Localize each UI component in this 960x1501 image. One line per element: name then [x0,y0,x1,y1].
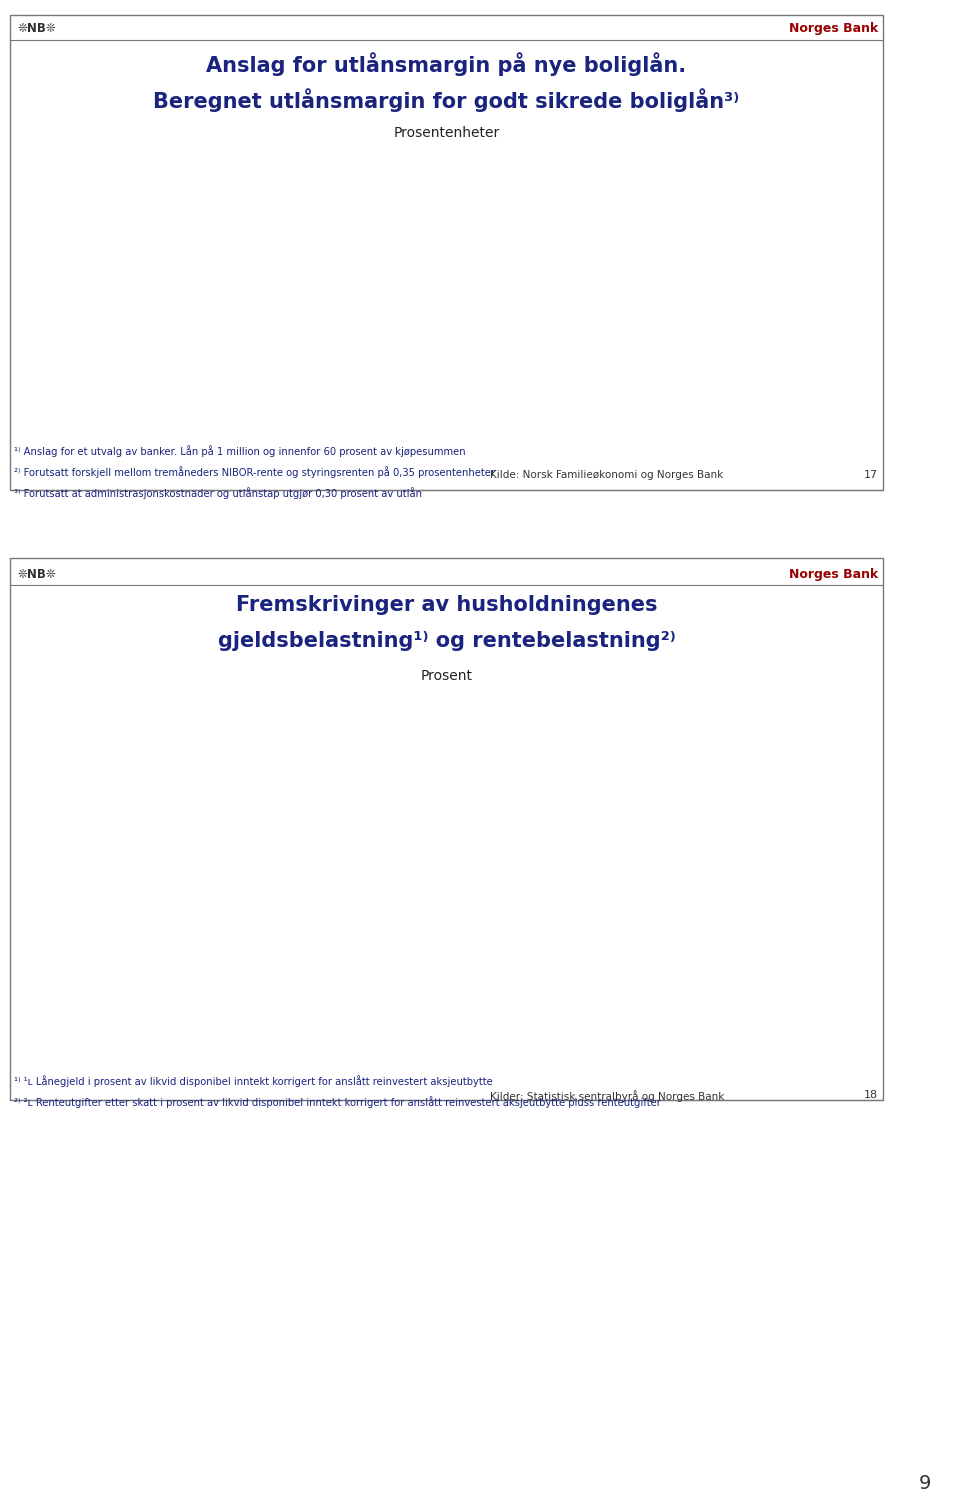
Text: 17: 17 [864,470,878,480]
Text: Rentebelastning,
venstre akse: Rentebelastning, venstre akse [145,708,252,737]
Text: Kilde: Norsk Familiеøkonomi og Norges Bank: Kilde: Norsk Familiеøkonomi og Norges Ba… [491,470,723,480]
Text: gjeldsbelastning¹⁾ og rentebelastning²⁾: gjeldsbelastning¹⁾ og rentebelastning²⁾ [218,630,675,651]
Text: Prosentenheter: Prosentenheter [394,126,499,140]
Bar [304,206,381,353]
Bar [612,353,647,360]
Text: ❊NB❊: ❊NB❊ [17,567,56,581]
Text: ¹⁾ ¹ʟ Lånegjeld i prosent av likvid disponibel inntekt korrigert for anslått rei: ¹⁾ ¹ʟ Lånegjeld i prosent av likvid disp… [14,1075,493,1087]
Text: Kilder: Statistisk sentralbyrå og Norges Bank: Kilder: Statistisk sentralbyrå og Norges… [491,1090,725,1102]
Bar [458,251,535,353]
Text: ❊NB❊: ❊NB❊ [17,23,56,35]
Text: ³⁾ Forutsatt at administrasjonskostnader og utlånstap utgjør 0,30 prosent av utl: ³⁾ Forutsatt at administrasjonskostnader… [14,486,422,498]
Bar [151,177,228,353]
Text: Norges Bank: Norges Bank [789,567,878,581]
Text: Prosent: Prosent [420,668,472,683]
Text: ²⁾ ²ʟ Renteutgifter etter skatt i prosent av likvid disponibel inntekt korrigert: ²⁾ ²ʟ Renteutgifter etter skatt i prosen… [14,1096,661,1108]
Text: ¹⁾ Anslag for et utvalg av banker. Lån på 1 million og innenfor 60 prosent av kj: ¹⁾ Anslag for et utvalg av banker. Lån p… [14,444,466,456]
Text: Anslag for utlånsmargin på nye boliglån.: Anslag for utlånsmargin på nye boliglån. [206,53,686,77]
Bar [653,257,687,353]
Text: Norges Bank: Norges Bank [789,23,878,35]
Text: 9: 9 [919,1474,931,1493]
Text: ²⁾ Forutsatt forskjell mellom tremåneders NIBOR-rente og styringsrenten på 0,35 : ²⁾ Forutsatt forskjell mellom tremåneder… [14,465,495,477]
Text: Gjeldsbelastning,
høyre akse: Gjeldsbelastning, høyre akse [514,772,622,800]
Text: Fremskrivinger av husholdningenes: Fremskrivinger av husholdningenes [235,594,658,615]
Legend: Beregnet utlånsmargin, Anslag per 5. oktober, Gitt normal renteforskjell 2): Beregnet utlånsmargin, Anslag per 5. okt… [549,161,756,222]
Text: 18: 18 [864,1090,878,1100]
Text: Beregnet utlånsmargin for godt sikrede boliglån³⁾: Beregnet utlånsmargin for godt sikrede b… [154,89,739,113]
